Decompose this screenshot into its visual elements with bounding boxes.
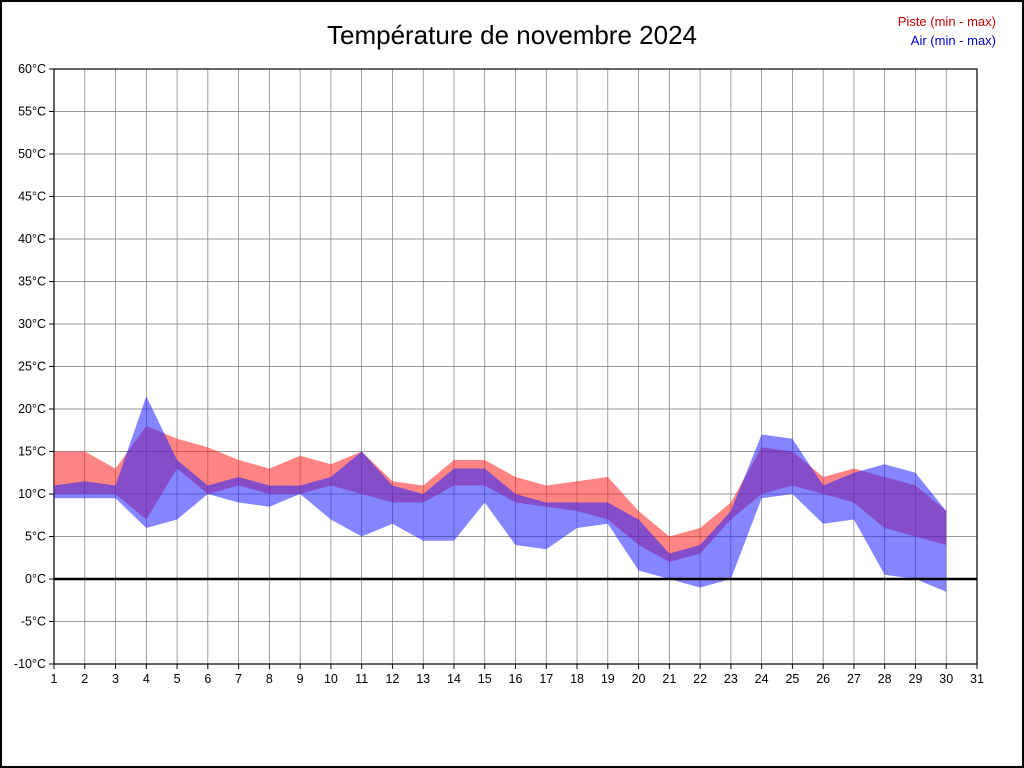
y-tick-label: -10°C: [14, 657, 46, 671]
legend-air: Air (min - max): [910, 33, 996, 48]
y-tick-label: 10°C: [18, 487, 46, 501]
x-tick-label: 30: [939, 672, 953, 686]
x-tick-label: 25: [785, 672, 799, 686]
x-tick-label: 9: [297, 672, 304, 686]
x-tick-label: 23: [724, 672, 738, 686]
x-tick-label: 17: [539, 672, 553, 686]
y-tick-label: 40°C: [18, 232, 46, 246]
chart-title: Température de novembre 2024: [326, 20, 697, 50]
x-tick-label: 19: [601, 672, 615, 686]
legend: Piste (min - max) Air (min - max): [898, 12, 996, 50]
x-tick-label: 15: [478, 672, 492, 686]
x-tick-label: 27: [847, 672, 861, 686]
x-tick-label: 20: [632, 672, 646, 686]
x-tick-label: 24: [755, 672, 769, 686]
x-tick-label: 13: [416, 672, 430, 686]
x-tick-label: 7: [235, 672, 242, 686]
x-tick-label: 3: [112, 672, 119, 686]
x-tick-label: 22: [693, 672, 707, 686]
air-band: [54, 396, 947, 592]
y-tick-label: 45°C: [18, 190, 46, 204]
x-tick-label: 1: [51, 672, 58, 686]
x-tick-label: 5: [174, 672, 181, 686]
x-tick-label: 11: [355, 672, 368, 686]
x-tick-label: 26: [816, 672, 830, 686]
x-tick-label: 18: [570, 672, 584, 686]
x-tick-label: 28: [878, 672, 892, 686]
y-tick-label: 5°C: [25, 530, 46, 544]
y-tick-label: 35°C: [18, 275, 46, 289]
y-tick-label: 50°C: [18, 147, 46, 161]
y-tick-label: 15°C: [18, 445, 46, 459]
y-tick-label: 30°C: [18, 317, 46, 331]
x-tick-label: 21: [662, 672, 676, 686]
x-tick-label: 12: [385, 672, 399, 686]
x-tick-label: 2: [81, 672, 88, 686]
x-tick-label: 16: [509, 672, 523, 686]
y-tick-label: -5°C: [21, 615, 46, 629]
x-tick-label: 6: [204, 672, 211, 686]
legend-piste: Piste (min - max): [897, 14, 996, 29]
y-tick-label: 60°C: [18, 62, 46, 76]
x-tick-label: 8: [266, 672, 273, 686]
x-tick-label: 10: [324, 672, 338, 686]
x-tick-label: 4: [143, 672, 150, 686]
y-tick-label: 25°C: [18, 360, 46, 374]
x-tick-label: 31: [970, 672, 984, 686]
y-tick-label: 55°C: [18, 105, 46, 119]
x-tick-label: 29: [909, 672, 923, 686]
x-tick-label: 14: [447, 672, 461, 686]
y-tick-label: 20°C: [18, 402, 46, 416]
y-tick-label: 0°C: [25, 572, 46, 586]
